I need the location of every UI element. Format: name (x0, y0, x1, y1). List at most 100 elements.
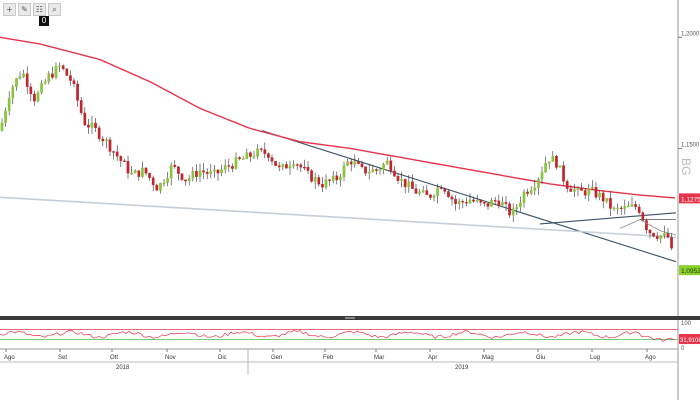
candle-down (144, 167, 148, 176)
candle-up (544, 156, 547, 173)
candle-down (227, 158, 231, 172)
candle-down (486, 203, 490, 210)
watermark-text: BG (679, 158, 693, 175)
candle-down (461, 199, 465, 209)
long-support-line[interactable] (0, 196, 677, 239)
pane-resize-handle[interactable] (345, 317, 355, 319)
candle-up (468, 193, 472, 204)
candle-down (580, 182, 583, 191)
candle-down (321, 176, 324, 193)
candle-down (645, 218, 648, 234)
candle-down (526, 188, 529, 197)
candle-down (583, 187, 587, 200)
x-tick-label: Ago (4, 355, 15, 361)
candle-down (562, 161, 565, 187)
candle-up (587, 183, 591, 202)
candle-up (418, 189, 421, 196)
candle-down (51, 66, 54, 80)
indicator-line[interactable] (0, 329, 676, 342)
candle-up (616, 203, 619, 215)
candle-down (238, 156, 241, 161)
candle-down (277, 162, 281, 172)
candle-down (601, 190, 605, 209)
candle-down (465, 197, 468, 207)
candle-up (627, 201, 630, 208)
candle-down (29, 83, 33, 102)
candle-up (0, 118, 4, 132)
candle-down (472, 196, 475, 203)
ma-value-label-text: 1,1275 (681, 196, 700, 203)
candle-up (245, 148, 249, 159)
candle-up (241, 156, 245, 160)
candle-up (630, 196, 634, 207)
x-tick-label: Mar (374, 355, 384, 361)
candle-up (339, 173, 342, 187)
candle-up (515, 204, 519, 215)
candle-down (411, 174, 414, 189)
candle-up (47, 71, 51, 85)
x-tick-label: Mag (482, 355, 494, 361)
candle-up (432, 193, 436, 202)
candle-down (655, 231, 659, 242)
candle-up (15, 77, 18, 91)
candle-up (54, 62, 58, 80)
rising-trend-line[interactable] (539, 212, 677, 225)
candle-down (310, 168, 313, 183)
candle-down (493, 196, 497, 206)
moving-average-line[interactable] (0, 36, 676, 199)
candle-down (609, 191, 612, 217)
candle-up (353, 154, 357, 168)
pencil-icon[interactable]: ✎ (18, 3, 31, 16)
candle-up (436, 183, 439, 204)
candle-down (101, 135, 105, 147)
candle-up (547, 161, 551, 170)
wedge-annotation (619, 219, 677, 236)
candle-up (346, 158, 349, 167)
candle-down (249, 151, 252, 162)
candle-up (141, 161, 144, 178)
candle-up (378, 167, 382, 175)
candle-down (270, 154, 274, 166)
candle-down (389, 156, 393, 175)
candle-down (303, 159, 306, 171)
candle-down (450, 194, 454, 206)
candle-down (393, 166, 396, 177)
candle-up (382, 162, 385, 175)
candle-up (533, 180, 537, 196)
candle-down (497, 194, 501, 209)
candle-down (403, 178, 407, 194)
candle-up (623, 199, 627, 215)
candle-down (115, 145, 119, 161)
price-tick-label: 1,2000 (681, 31, 700, 37)
downtrend-line[interactable] (261, 130, 677, 263)
candle-down (619, 205, 623, 215)
candle-up (223, 159, 227, 174)
candle-up (659, 234, 663, 244)
candle-up (213, 164, 216, 178)
candle-up (90, 115, 94, 134)
candle-up (522, 189, 526, 208)
indicator-badge: 0 (39, 16, 49, 26)
candle-down (151, 175, 155, 192)
candle-down (306, 160, 310, 174)
candle-down (565, 179, 569, 193)
candle-down (637, 204, 641, 215)
candle-down (479, 199, 483, 206)
candle-up (501, 196, 504, 206)
candle-up (36, 90, 40, 103)
candle-down (83, 107, 87, 126)
candle-down (97, 125, 101, 142)
x-tick-label: Gen (271, 355, 282, 361)
candle-down (267, 152, 270, 162)
candle-down (231, 163, 234, 173)
plus-icon[interactable]: + (3, 3, 16, 16)
candle-down (180, 173, 184, 182)
candle-up (220, 164, 223, 177)
candle-down (216, 169, 220, 181)
candle-down (328, 178, 331, 187)
candle-up (511, 203, 515, 222)
zoom-icon[interactable]: ⌕ (48, 3, 61, 16)
candle-down (425, 184, 429, 196)
grid-icon[interactable]: ☷ (33, 3, 46, 16)
